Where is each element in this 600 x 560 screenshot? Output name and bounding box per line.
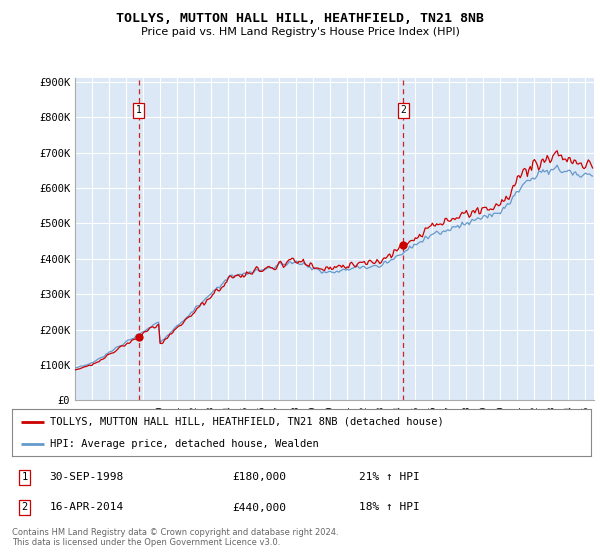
Text: HPI: Average price, detached house, Wealden: HPI: Average price, detached house, Weal…: [50, 438, 319, 449]
Text: 1: 1: [22, 472, 28, 482]
Text: 18% ↑ HPI: 18% ↑ HPI: [359, 502, 420, 512]
Text: Price paid vs. HM Land Registry's House Price Index (HPI): Price paid vs. HM Land Registry's House …: [140, 27, 460, 37]
Text: 2: 2: [22, 502, 28, 512]
Text: Contains HM Land Registry data © Crown copyright and database right 2024.
This d: Contains HM Land Registry data © Crown c…: [12, 528, 338, 547]
Text: 1: 1: [136, 105, 142, 115]
Text: £440,000: £440,000: [232, 502, 286, 512]
Text: 2: 2: [400, 105, 406, 115]
Text: TOLLYS, MUTTON HALL HILL, HEATHFIELD, TN21 8NB: TOLLYS, MUTTON HALL HILL, HEATHFIELD, TN…: [116, 12, 484, 25]
Text: TOLLYS, MUTTON HALL HILL, HEATHFIELD, TN21 8NB (detached house): TOLLYS, MUTTON HALL HILL, HEATHFIELD, TN…: [50, 417, 443, 427]
Text: 16-APR-2014: 16-APR-2014: [50, 502, 124, 512]
Text: 21% ↑ HPI: 21% ↑ HPI: [359, 472, 420, 482]
Text: £180,000: £180,000: [232, 472, 286, 482]
Text: 30-SEP-1998: 30-SEP-1998: [50, 472, 124, 482]
